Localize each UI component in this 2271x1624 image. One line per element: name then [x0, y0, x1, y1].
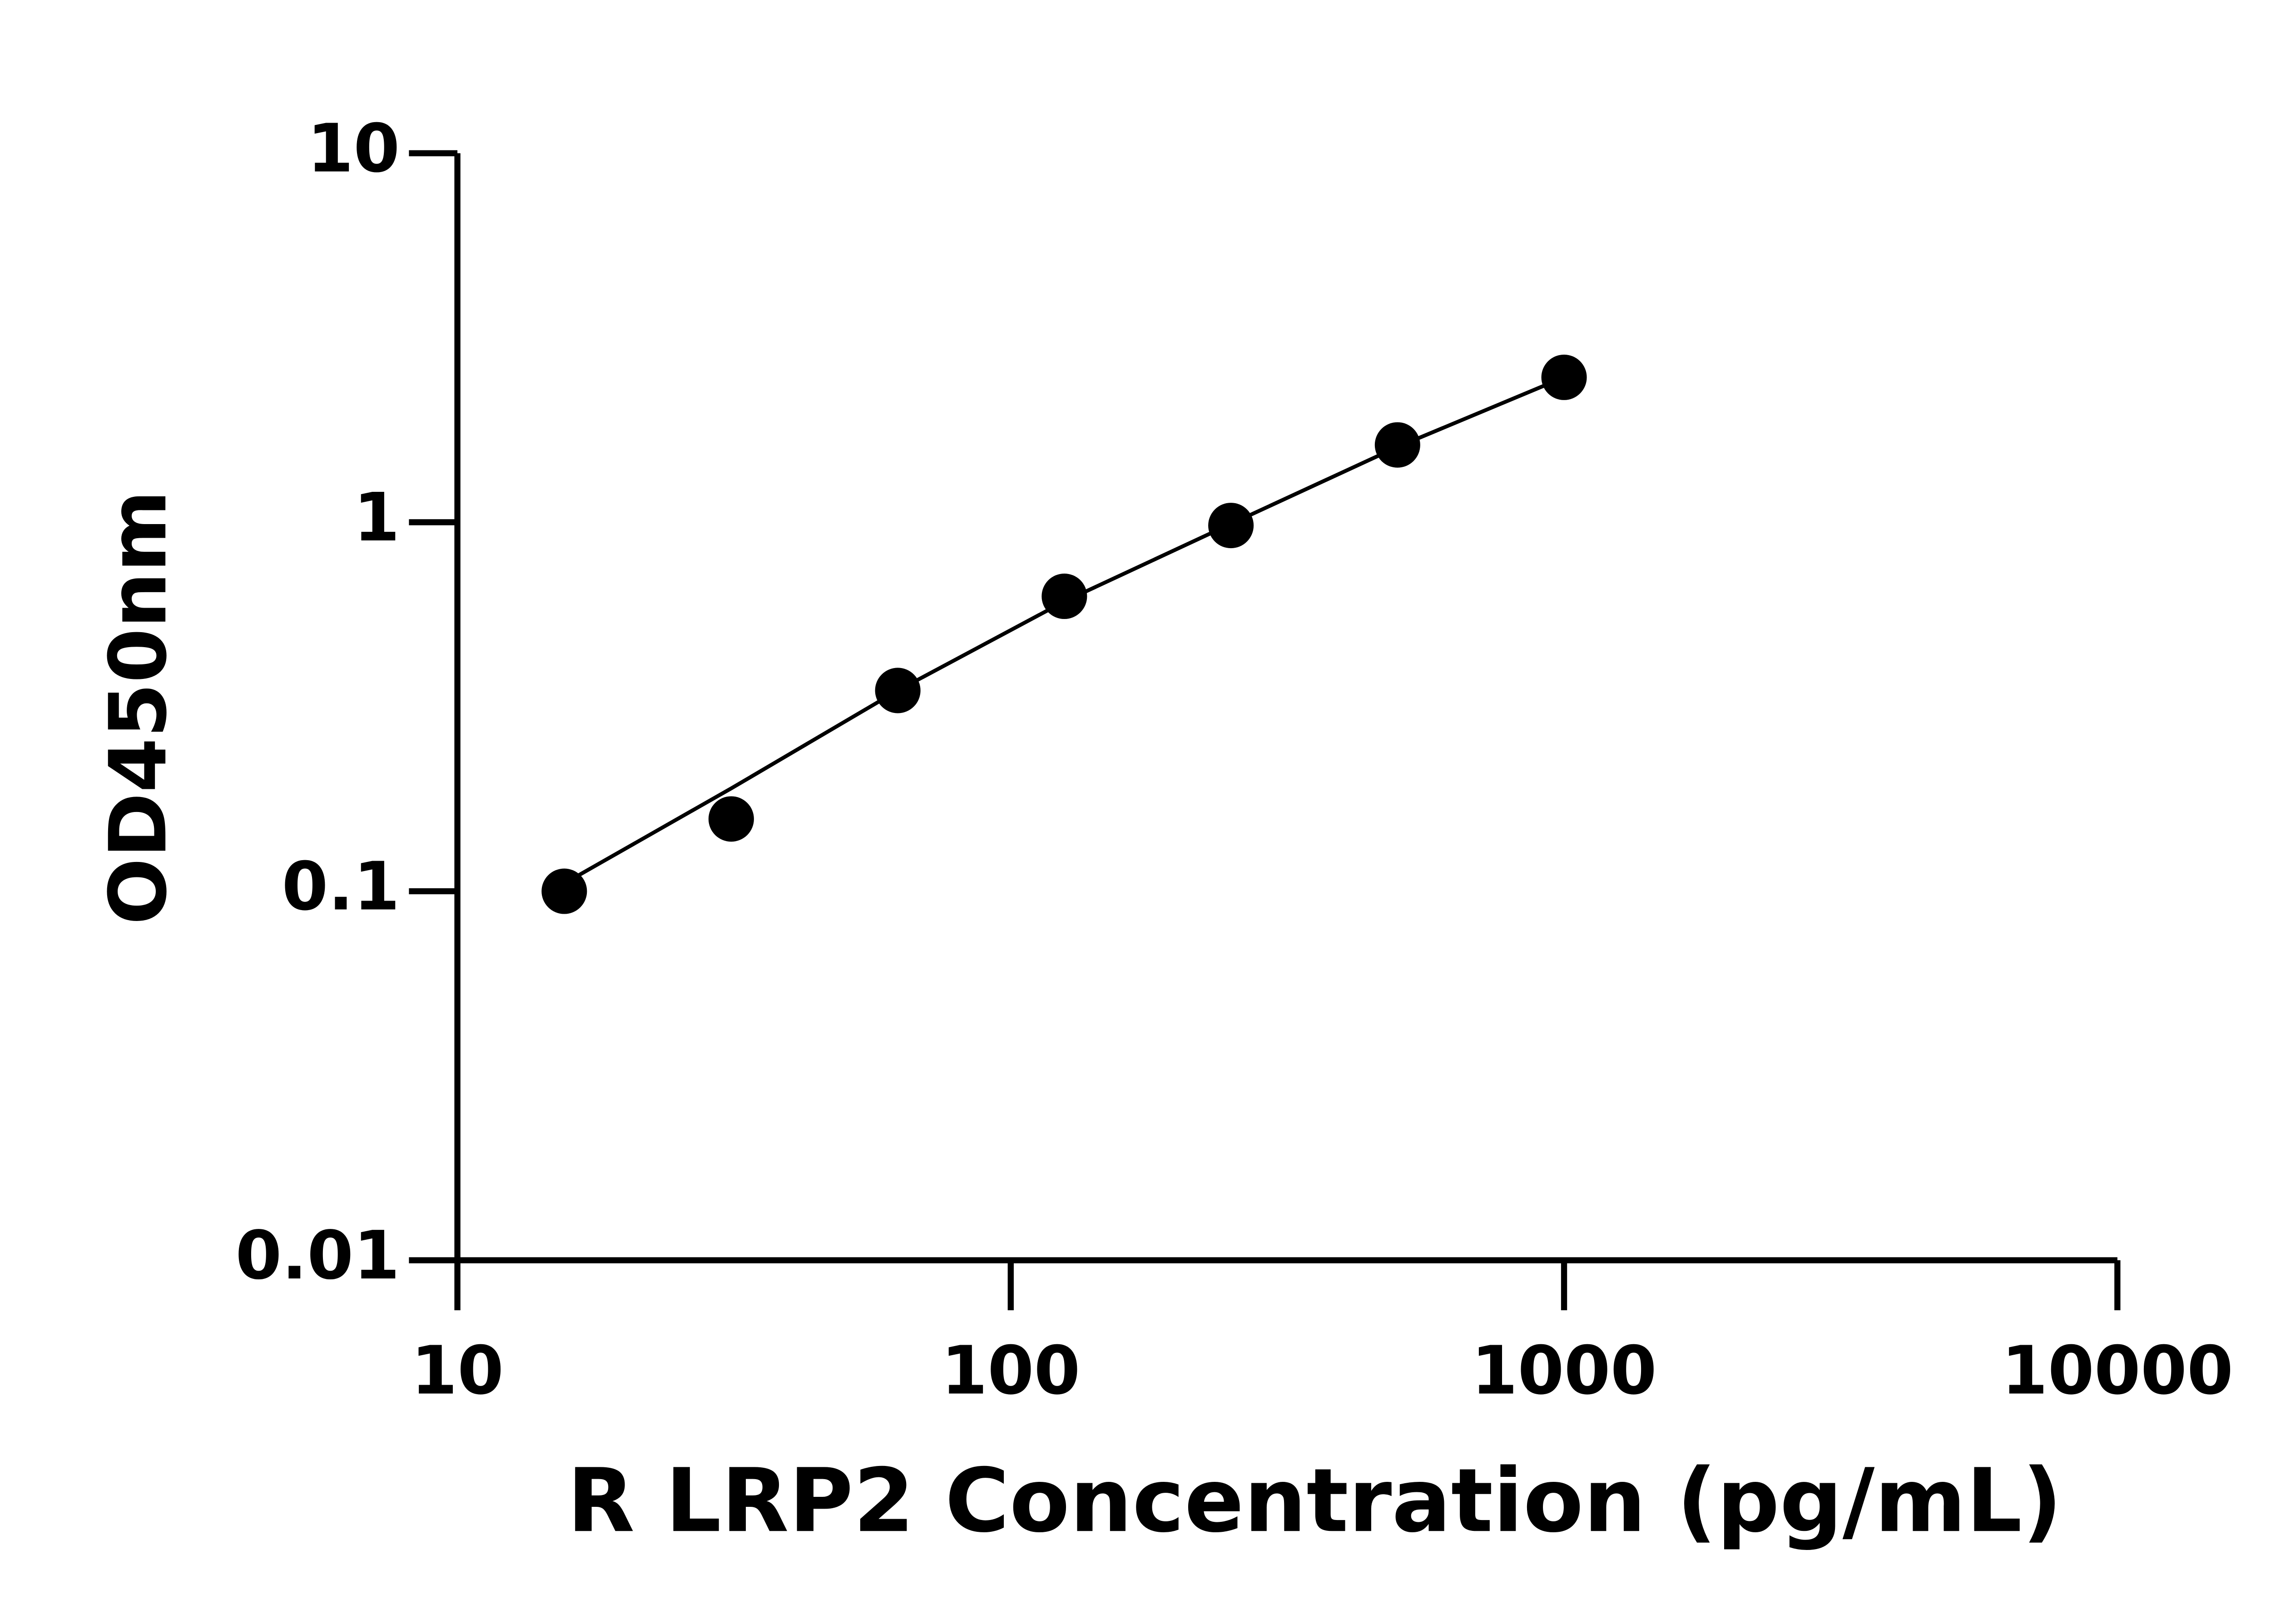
data-point	[1041, 573, 1087, 619]
y-tick-label: 0.1	[282, 848, 400, 926]
x-tick-label: 10000	[2002, 1332, 2233, 1410]
y-tick-label: 1	[353, 479, 400, 556]
data-point	[875, 668, 921, 713]
y-tick-label: 10	[307, 109, 400, 187]
data-point	[708, 796, 754, 842]
data-point	[1208, 503, 1254, 549]
x-tick-label: 1000	[1471, 1332, 1656, 1410]
y-tick-label: 0.01	[235, 1217, 400, 1294]
y-axis-title: OD450nm	[92, 490, 184, 925]
data-point	[1541, 354, 1587, 400]
x-tick-label: 100	[941, 1332, 1080, 1410]
data-point	[541, 868, 587, 914]
x-tick-label: 10	[411, 1332, 504, 1410]
data-point	[1374, 422, 1420, 468]
x-axis-title: R LRP2 Concentration (pg/mL)	[567, 1449, 2063, 1552]
